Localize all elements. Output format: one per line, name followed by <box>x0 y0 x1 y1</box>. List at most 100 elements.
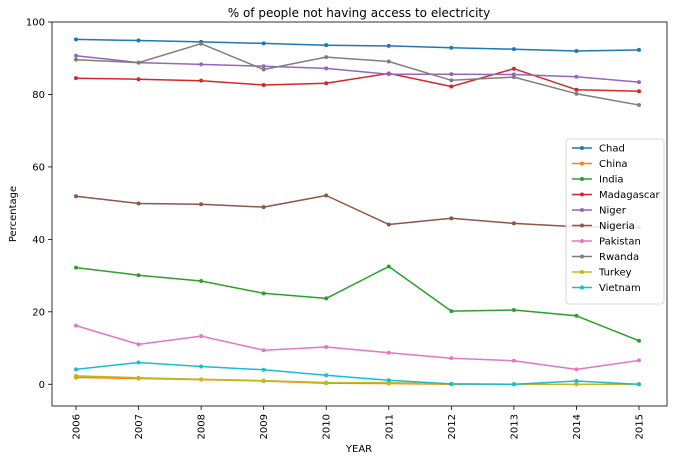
data-point-rwanda <box>199 41 204 46</box>
data-point-niger <box>386 72 391 77</box>
data-point-niger <box>574 74 579 79</box>
data-point-pakistan <box>637 358 641 363</box>
data-point-nigeria <box>136 201 141 206</box>
series-pakistan <box>74 323 641 372</box>
series-line-niger <box>75 54 640 83</box>
data-point-india <box>449 309 454 314</box>
x-tick-label: 2007 <box>134 414 145 439</box>
data-point-niger <box>324 66 329 71</box>
data-point-niger <box>74 53 78 58</box>
data-point-nigeria <box>386 222 391 227</box>
data-point-turkey <box>199 377 204 382</box>
data-point-india <box>136 273 141 278</box>
legend-marker <box>580 208 584 212</box>
y-tick-label: 100 <box>26 18 45 29</box>
legend-marker <box>580 239 584 243</box>
legend-marker <box>580 192 584 197</box>
legend-item-chad: Chad <box>572 144 625 155</box>
data-point-chad <box>449 45 454 50</box>
legend-item-turkey: Turkey <box>572 268 632 279</box>
data-point-madagascar <box>136 77 141 82</box>
data-point-vietnam <box>261 367 266 372</box>
data-point-chad <box>261 41 266 46</box>
y-tick-label: 80 <box>32 90 45 101</box>
data-point-vietnam <box>637 382 641 387</box>
chart-title: % of people not having access to electri… <box>228 6 491 20</box>
y-tick-label: 60 <box>32 162 45 173</box>
series-line-madagascar <box>75 67 640 92</box>
x-tick-label: 2010 <box>322 414 333 439</box>
data-point-vietnam <box>324 373 329 378</box>
data-point-pakistan <box>74 323 78 328</box>
legend-item-vietnam: Vietnam <box>572 283 641 294</box>
legend-marker <box>580 177 584 181</box>
legend-item-niger: Niger <box>572 206 627 217</box>
x-tick-label: 2006 <box>72 414 83 439</box>
data-point-india <box>324 296 329 301</box>
legend-label: Chad <box>599 144 625 155</box>
y-axis-title: Percentage <box>8 186 19 242</box>
data-point-india <box>637 338 641 343</box>
data-point-rwanda <box>324 55 329 60</box>
data-point-vietnam <box>574 379 579 384</box>
legend-item-india: India <box>572 175 624 186</box>
legend-label: China <box>599 159 628 170</box>
legend-label: Nigeria <box>599 221 635 232</box>
data-point-niger <box>199 62 204 67</box>
data-point-niger <box>637 80 641 85</box>
legend-marker <box>580 285 584 290</box>
data-point-turkey <box>574 382 579 387</box>
x-tick-label: 2014 <box>572 414 583 439</box>
data-point-pakistan <box>199 334 204 339</box>
data-point-india <box>199 279 204 284</box>
x-tick-label: 2015 <box>635 414 646 439</box>
series-layer <box>74 37 641 387</box>
data-point-pakistan <box>511 358 516 363</box>
data-point-madagascar <box>261 83 266 88</box>
data-point-niger <box>449 72 454 77</box>
data-point-madagascar <box>199 78 204 83</box>
data-point-india <box>386 264 391 269</box>
series-line-pakistan <box>75 324 640 371</box>
data-point-india <box>574 313 579 318</box>
data-point-madagascar <box>511 66 516 71</box>
legend-label: India <box>599 175 624 186</box>
series-line-rwanda <box>75 42 640 106</box>
legend-label: Pakistan <box>599 237 641 248</box>
legend-marker <box>580 254 584 259</box>
data-point-nigeria <box>324 193 329 198</box>
data-point-turkey <box>136 375 141 380</box>
series-vietnam <box>74 360 641 387</box>
legend-marker <box>580 270 584 274</box>
series-turkey <box>74 373 641 387</box>
legend-item-rwanda: Rwanda <box>572 252 639 263</box>
legend-label: Madagascar <box>599 190 661 201</box>
data-point-rwanda <box>574 91 579 96</box>
x-axis-title: YEAR <box>345 444 372 455</box>
legend-label: Vietnam <box>599 283 641 294</box>
data-point-nigeria <box>74 194 78 199</box>
data-point-rwanda <box>449 78 454 83</box>
data-point-pakistan <box>386 350 391 355</box>
legend-label: Rwanda <box>599 252 639 263</box>
data-point-vietnam <box>511 382 516 387</box>
legend-label: Turkey <box>598 268 632 279</box>
data-point-chad <box>136 38 141 43</box>
data-point-chad <box>386 43 391 48</box>
data-point-pakistan <box>136 342 141 347</box>
y-tick-label: 0 <box>39 380 45 391</box>
data-point-rwanda <box>637 102 641 107</box>
y-tick-label: 20 <box>32 307 45 318</box>
data-point-nigeria <box>261 205 266 210</box>
data-point-pakistan <box>574 367 579 372</box>
legend-item-pakistan: Pakistan <box>572 237 641 248</box>
legend-box <box>565 138 665 305</box>
series-line-chad <box>75 38 640 52</box>
data-point-india <box>74 265 78 270</box>
data-point-rwanda <box>261 67 266 72</box>
data-point-turkey <box>261 378 266 383</box>
data-point-chad <box>74 37 78 42</box>
series-line-india <box>75 265 640 342</box>
legend-label: Niger <box>599 206 627 217</box>
